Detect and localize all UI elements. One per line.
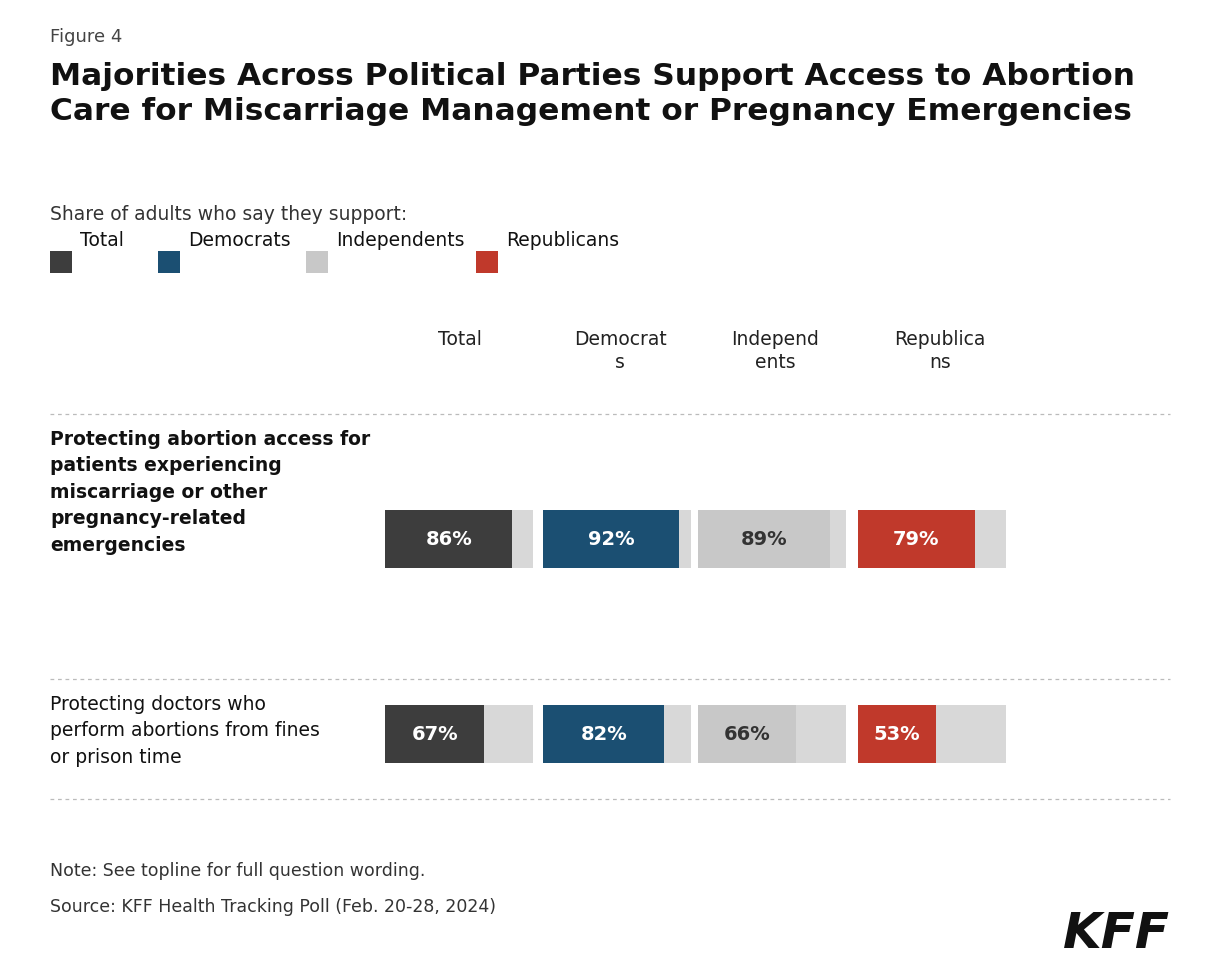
Bar [858,511,975,568]
Bar [698,705,795,763]
Text: KFF: KFF [1063,909,1170,953]
Text: Total: Total [438,330,482,349]
Text: Source: KFF Health Tracking Poll (Feb. 20-28, 2024): Source: KFF Health Tracking Poll (Feb. 2… [50,897,497,915]
Text: 66%: 66% [723,724,770,743]
Text: Republicans: Republicans [506,232,619,251]
Text: Figure 4: Figure 4 [50,28,122,46]
Bar [858,705,1006,763]
Text: 89%: 89% [741,530,787,549]
Text: Majorities Across Political Parties Support Access to Abortion
Care for Miscarri: Majorities Across Political Parties Supp… [50,62,1135,126]
Bar [543,511,691,568]
Text: Democrat
s: Democrat s [573,330,666,372]
Text: Republica
ns: Republica ns [894,330,986,372]
Text: Independents: Independents [336,232,465,251]
Bar [858,705,937,763]
Text: Independ
ents: Independ ents [731,330,819,372]
Bar [543,511,680,568]
Text: 92%: 92% [588,530,634,549]
Bar [543,705,691,763]
Text: 82%: 82% [581,724,627,743]
Text: Democrats: Democrats [188,232,290,251]
Bar [386,511,533,568]
Text: Note: See topline for full question wording.: Note: See topline for full question word… [50,862,426,879]
Text: Share of adults who say they support:: Share of adults who say they support: [50,205,407,224]
Bar [543,705,665,763]
Bar [386,705,533,763]
Text: 53%: 53% [874,724,921,743]
Bar [386,511,512,568]
Text: 86%: 86% [426,530,472,549]
Bar [386,705,484,763]
Text: Total: Total [81,232,124,251]
Bar [698,511,845,568]
Text: Protecting abortion access for
patients experiencing
miscarriage or other
pregna: Protecting abortion access for patients … [50,430,370,555]
Bar [698,511,830,568]
Text: Protecting doctors who
perform abortions from fines
or prison time: Protecting doctors who perform abortions… [50,695,320,766]
Text: 79%: 79% [893,530,939,549]
Bar [698,705,845,763]
Bar [858,511,1006,568]
Text: 67%: 67% [411,724,458,743]
